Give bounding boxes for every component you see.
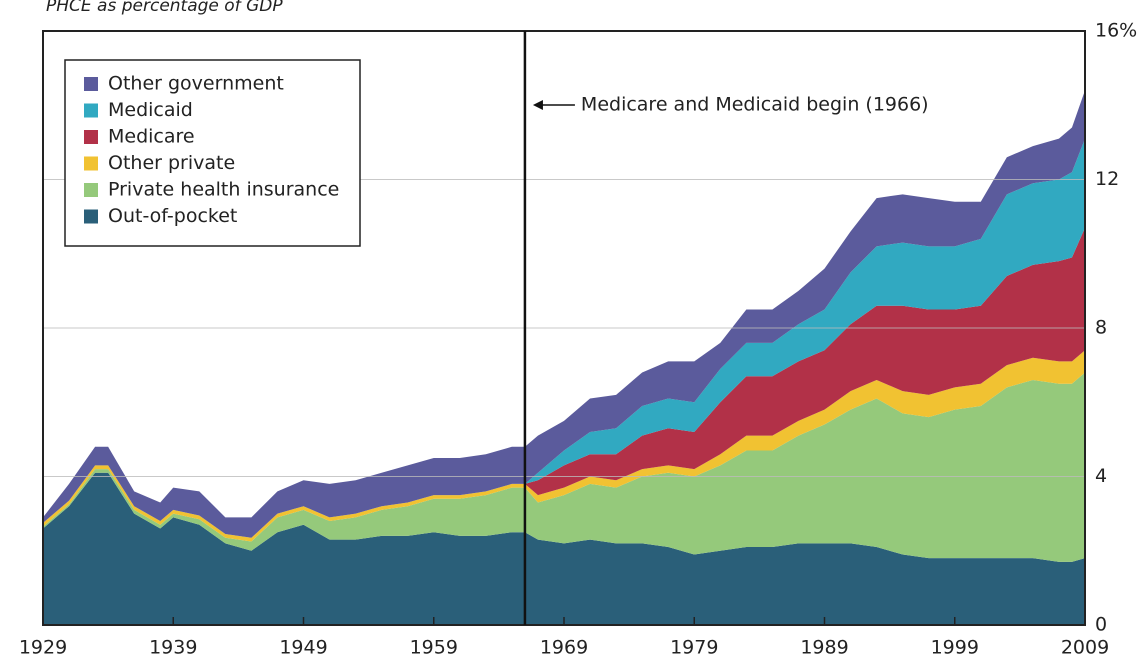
arrow-head xyxy=(532,100,543,110)
annotation-text: Medicare and Medicaid begin (1966) xyxy=(581,94,929,116)
legend-box xyxy=(64,59,361,247)
x-tick-label: 1939 xyxy=(149,637,197,659)
legend-swatch xyxy=(84,156,98,171)
y-tick-label: 12 xyxy=(1095,168,1119,190)
legend-swatch xyxy=(84,77,98,91)
legend-label: Other government xyxy=(108,73,284,95)
x-tick-label: 1979 xyxy=(670,637,718,659)
plot-frame xyxy=(42,30,1086,626)
legend-label: Medicaid xyxy=(108,99,193,121)
chart-title: PHCE as percentage of GDP xyxy=(46,0,283,16)
legend-swatch xyxy=(84,103,98,118)
legend-label: Medicare xyxy=(108,126,195,148)
legend-label: Other private xyxy=(108,152,235,174)
y-tick-label: 8 xyxy=(1095,317,1107,339)
x-tick-label: 2009 xyxy=(1061,637,1109,659)
y-tick-label: 4 xyxy=(1095,465,1107,487)
area xyxy=(43,227,1085,538)
legend-swatch xyxy=(84,183,98,197)
legend-swatch xyxy=(84,130,98,144)
x-tick-label: 1929 xyxy=(19,637,67,659)
legend-swatch xyxy=(84,209,98,224)
area xyxy=(43,90,1085,538)
x-tick-label: 1949 xyxy=(279,637,327,659)
x-tick-label: 1959 xyxy=(410,637,458,659)
y-tick-label: 16% xyxy=(1095,20,1137,42)
area xyxy=(43,138,1085,538)
area xyxy=(43,372,1085,562)
y-tick-label: 0 xyxy=(1095,614,1107,636)
legend-label: Out-of-pocket xyxy=(108,205,237,227)
legend-label: Private health insurance xyxy=(108,179,339,201)
x-tick-label: 1999 xyxy=(931,637,979,659)
x-tick-label: 1969 xyxy=(540,637,588,659)
x-tick-label: 1989 xyxy=(800,637,848,659)
area xyxy=(43,472,1085,625)
